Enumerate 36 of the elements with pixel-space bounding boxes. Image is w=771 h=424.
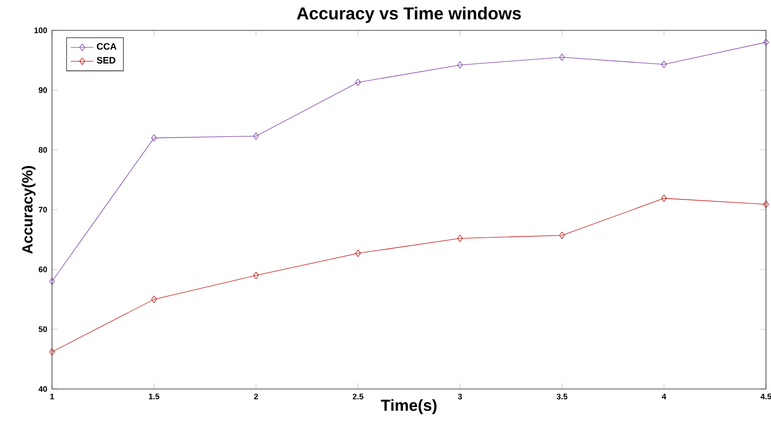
point bbox=[151, 296, 157, 303]
point bbox=[151, 134, 157, 142]
point bbox=[355, 250, 361, 257]
y-tick-label: 50 bbox=[38, 326, 47, 332]
point bbox=[661, 60, 667, 68]
x-tick-label: 1 bbox=[50, 394, 54, 400]
x-tick-label: 2 bbox=[254, 394, 258, 400]
y-tick-label: 90 bbox=[38, 87, 47, 93]
point bbox=[559, 232, 565, 239]
point bbox=[763, 38, 769, 46]
y-tick-label: 100 bbox=[34, 28, 47, 34]
y-tick-label: 40 bbox=[38, 386, 47, 392]
point bbox=[763, 200, 769, 208]
y-tick-label: 70 bbox=[38, 206, 47, 212]
x-tick-label: 3 bbox=[458, 394, 462, 400]
point bbox=[49, 278, 55, 285]
x-tick-label: 2.5 bbox=[352, 394, 364, 400]
y-axis-title: Accuracy(%) bbox=[22, 166, 36, 254]
legend-label: CCA bbox=[96, 43, 116, 50]
legend-label: SED bbox=[96, 56, 116, 64]
x-tick-label: 3.5 bbox=[556, 394, 568, 400]
chart-title: Accuracy vs Time windows bbox=[296, 6, 521, 23]
point bbox=[355, 78, 361, 86]
x-tick-label: 1.5 bbox=[148, 394, 160, 400]
point bbox=[253, 132, 259, 140]
x-axis-title: Time(s) bbox=[380, 399, 437, 414]
point bbox=[49, 348, 55, 356]
point bbox=[457, 234, 463, 242]
y-tick-label: 80 bbox=[38, 147, 47, 153]
x-tick-label: 4.5 bbox=[760, 394, 771, 400]
x-tick-label: 4 bbox=[662, 394, 666, 400]
point bbox=[457, 61, 463, 69]
y-tick-label: 60 bbox=[38, 266, 47, 272]
point bbox=[559, 54, 565, 61]
point bbox=[661, 194, 667, 202]
point bbox=[253, 272, 259, 280]
